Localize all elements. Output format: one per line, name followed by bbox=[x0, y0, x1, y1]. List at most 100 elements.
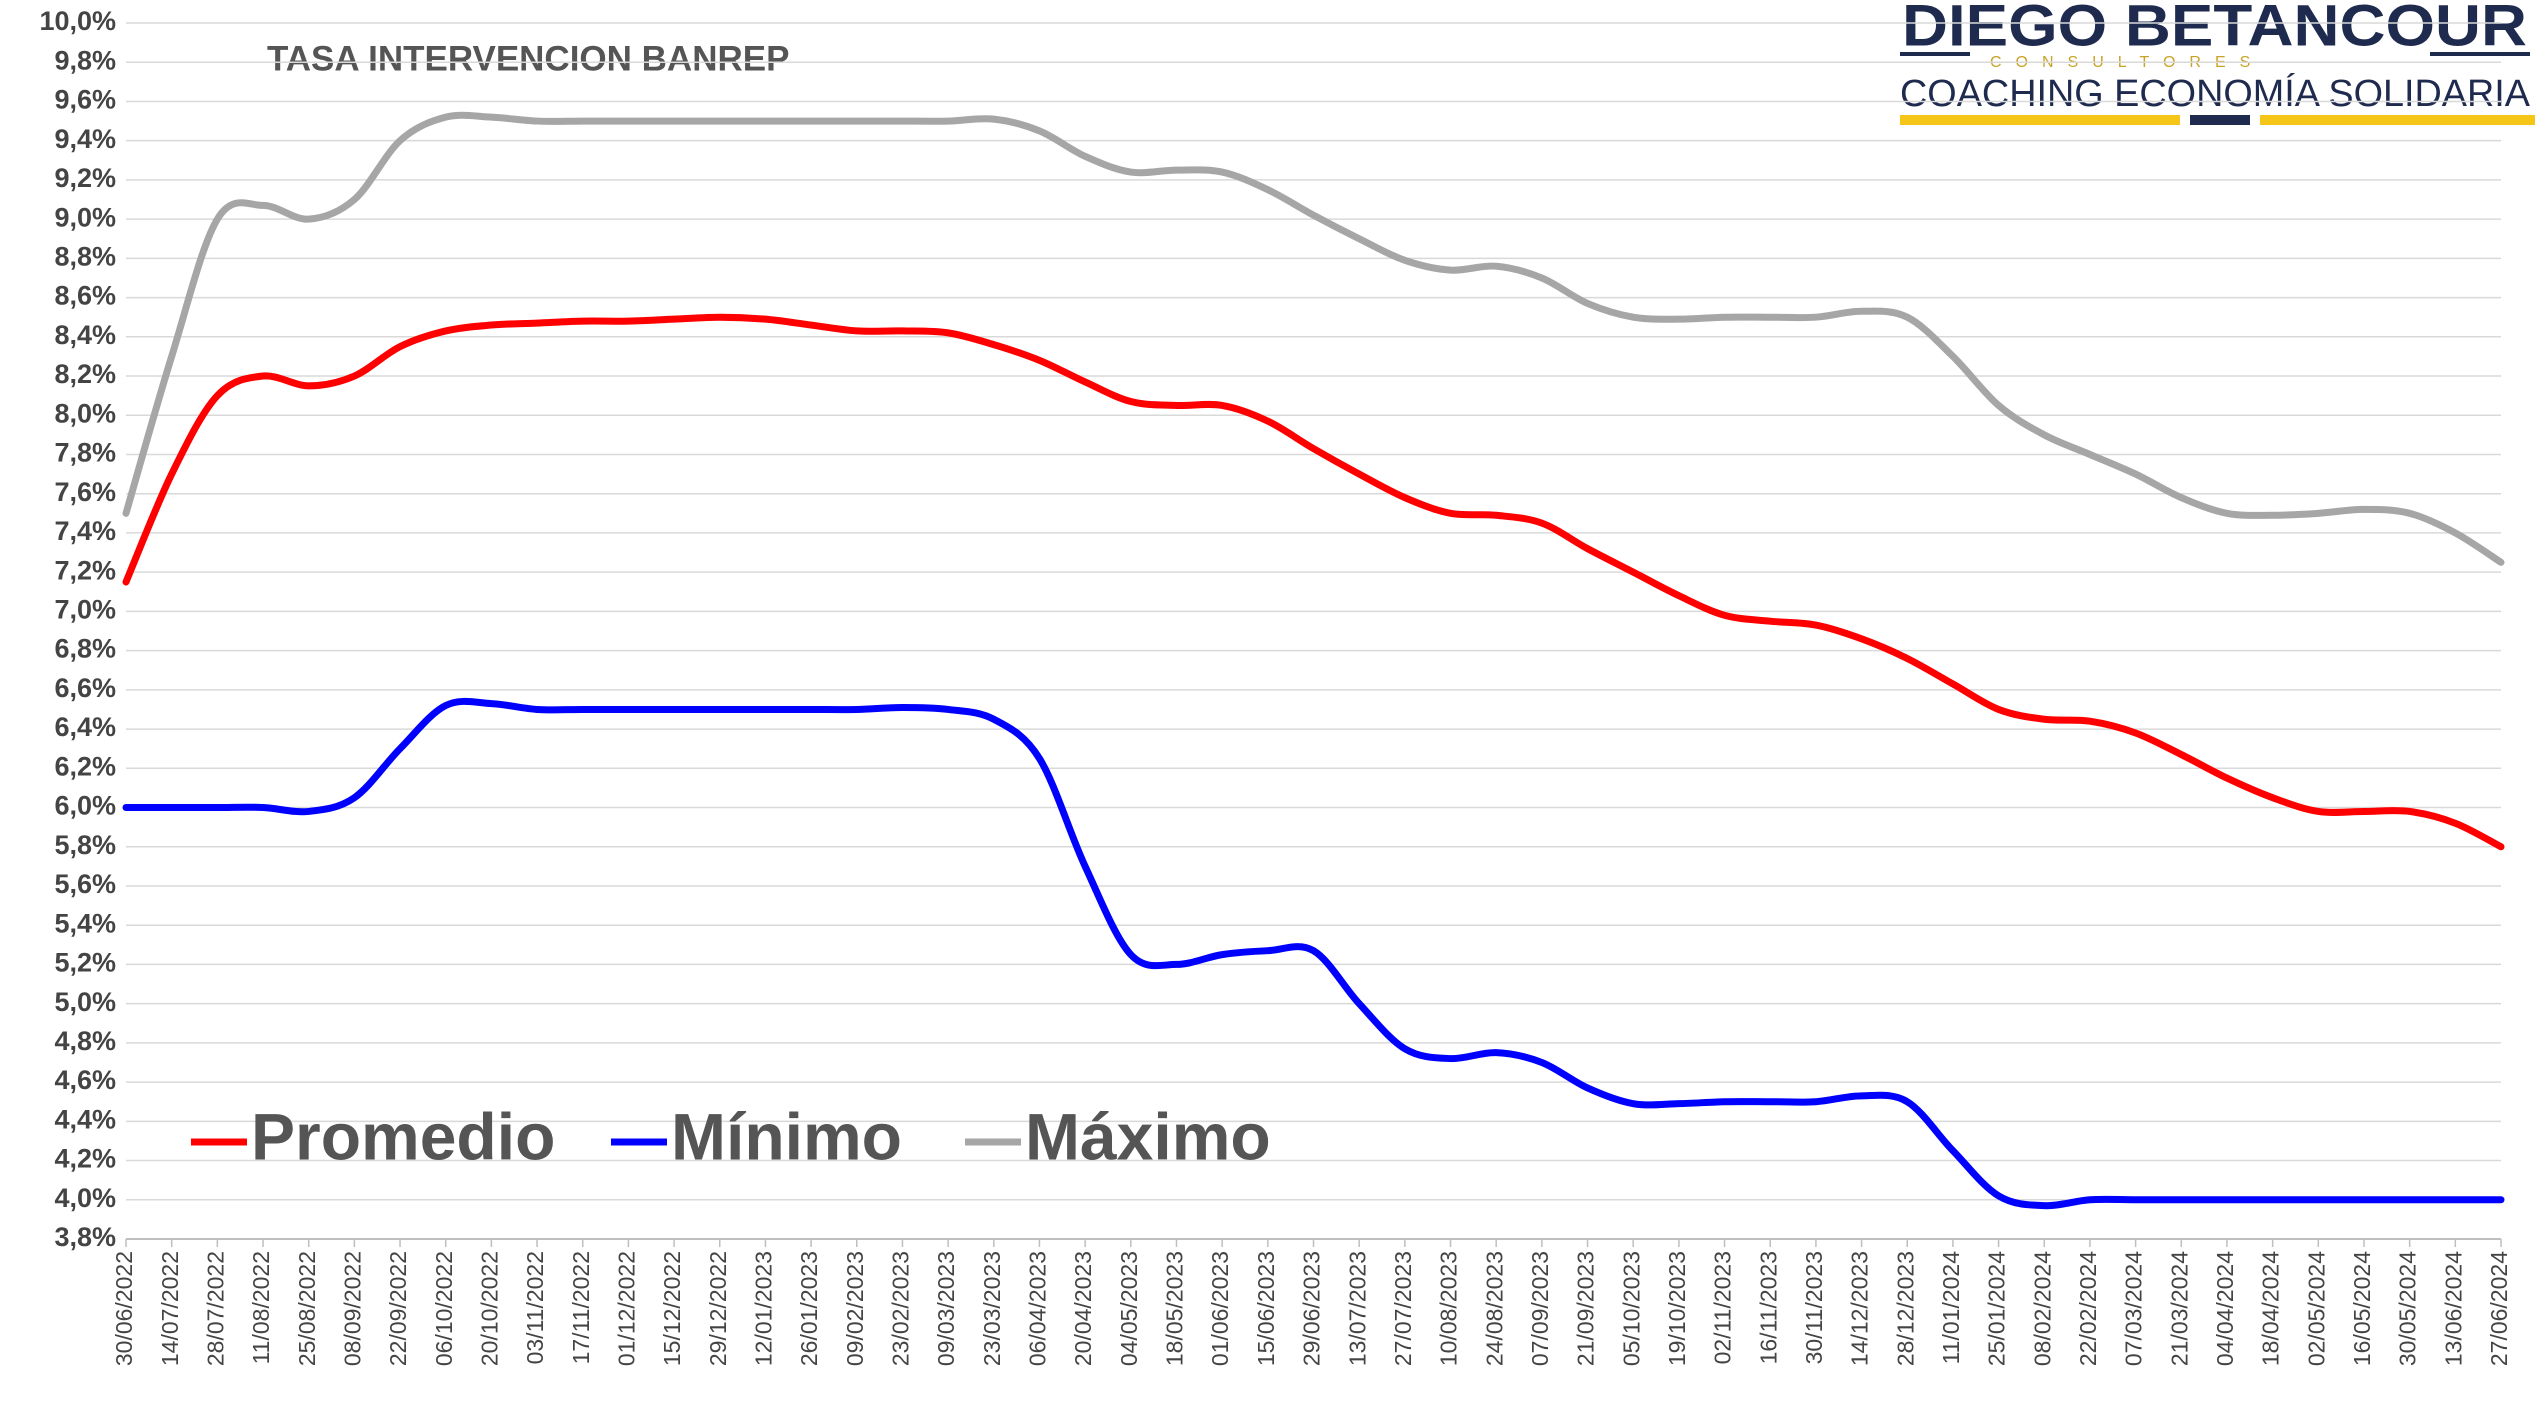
x-tick-label: 26/01/2023 bbox=[796, 1251, 822, 1366]
x-tick-label: 27/06/2024 bbox=[2486, 1251, 2512, 1366]
x-tick-label: 12/01/2023 bbox=[751, 1251, 777, 1366]
x-tick-label: 22/09/2022 bbox=[385, 1251, 411, 1366]
y-tick-label: 5,2% bbox=[54, 948, 116, 978]
logo-bar bbox=[2190, 115, 2250, 125]
y-tick-label: 4,8% bbox=[54, 1026, 116, 1056]
y-tick-label: 10,0% bbox=[39, 6, 116, 36]
y-tick-label: 7,0% bbox=[54, 595, 116, 625]
y-tick-label: 4,6% bbox=[54, 1065, 116, 1095]
y-tick-label: 6,2% bbox=[54, 751, 116, 781]
x-tick-label: 17/11/2022 bbox=[568, 1251, 594, 1364]
y-tick-label: 6,4% bbox=[54, 712, 116, 742]
x-tick-label: 30/11/2023 bbox=[1801, 1251, 1827, 1364]
x-tick-label: 28/07/2022 bbox=[202, 1251, 228, 1366]
x-tick-label: 01/12/2022 bbox=[613, 1251, 639, 1366]
x-tick-label: 18/05/2023 bbox=[1162, 1251, 1188, 1366]
x-tick-label: 18/04/2024 bbox=[2258, 1251, 2284, 1366]
y-tick-label: 3,8% bbox=[54, 1222, 116, 1252]
x-tick-label: 08/09/2022 bbox=[339, 1251, 365, 1366]
y-tick-label: 4,2% bbox=[54, 1144, 116, 1174]
x-tick-label: 11/08/2022 bbox=[248, 1251, 274, 1364]
x-tick-label: 29/12/2022 bbox=[705, 1251, 731, 1366]
chart-title: TASA INTERVENCION BANREP bbox=[267, 39, 789, 78]
x-tick-label: 30/05/2024 bbox=[2395, 1251, 2421, 1366]
y-tick-label: 7,8% bbox=[54, 438, 116, 468]
x-tick-label: 25/08/2022 bbox=[294, 1251, 320, 1366]
y-tick-label: 4,0% bbox=[54, 1183, 116, 1213]
logo-tagline: COACHING ECONOMÍA SOLIDARIA bbox=[1900, 72, 2531, 115]
x-tick-label: 03/11/2022 bbox=[522, 1251, 548, 1364]
logo: DIEGO BETANCOUR CONSULTORES COACHING ECO… bbox=[1900, 0, 2535, 125]
logo-bar bbox=[1900, 115, 2180, 125]
y-tick-label: 6,6% bbox=[54, 673, 116, 703]
logo-rule bbox=[1900, 52, 1970, 56]
y-tick-label: 8,8% bbox=[54, 241, 116, 271]
y-tick-label: 5,8% bbox=[54, 830, 116, 860]
x-tick-label: 21/03/2024 bbox=[2166, 1251, 2192, 1366]
x-tick-label: 16/11/2023 bbox=[1755, 1251, 1781, 1364]
x-tick-label: 15/12/2022 bbox=[659, 1251, 685, 1366]
logo-bar bbox=[2260, 115, 2535, 125]
y-tick-label: 9,8% bbox=[54, 45, 116, 75]
x-tick-label: 07/03/2024 bbox=[2121, 1251, 2147, 1366]
y-tick-label: 8,2% bbox=[54, 359, 116, 389]
y-tick-label: 5,0% bbox=[54, 987, 116, 1017]
x-tick-label: 08/02/2024 bbox=[2029, 1251, 2055, 1366]
x-tick-label: 06/10/2022 bbox=[431, 1251, 457, 1366]
x-tick-label: 14/07/2022 bbox=[157, 1251, 183, 1366]
x-tick-label: 13/06/2024 bbox=[2440, 1251, 2466, 1366]
x-tick-label: 25/01/2024 bbox=[1984, 1251, 2010, 1366]
x-tick-label: 20/04/2023 bbox=[1070, 1251, 1096, 1366]
y-tick-label: 7,4% bbox=[54, 516, 116, 546]
y-tick-label: 7,6% bbox=[54, 477, 116, 507]
x-tick-label: 09/02/2023 bbox=[842, 1251, 868, 1366]
x-tick-label: 02/05/2024 bbox=[2303, 1251, 2329, 1366]
y-tick-label: 7,2% bbox=[54, 555, 116, 585]
x-tick-label: 19/10/2023 bbox=[1664, 1251, 1690, 1366]
y-tick-label: 5,4% bbox=[54, 908, 116, 938]
y-tick-label: 8,0% bbox=[54, 398, 116, 428]
legend-label: Promedio bbox=[251, 1099, 555, 1173]
x-tick-label: 30/06/2022 bbox=[111, 1251, 137, 1366]
y-tick-label: 9,2% bbox=[54, 163, 116, 193]
x-tick-label: 22/02/2024 bbox=[2075, 1251, 2101, 1366]
y-tick-label: 6,8% bbox=[54, 634, 116, 664]
x-tick-label: 20/10/2022 bbox=[476, 1251, 502, 1366]
x-tick-label: 11/01/2024 bbox=[1938, 1251, 1964, 1365]
x-tick-label: 05/10/2023 bbox=[1618, 1251, 1644, 1366]
x-tick-label: 01/06/2023 bbox=[1207, 1251, 1233, 1366]
x-tick-label: 06/04/2023 bbox=[1025, 1251, 1051, 1366]
series-line bbox=[122, 111, 2505, 566]
x-tick-label: 23/03/2023 bbox=[979, 1251, 1005, 1366]
logo-name: DIEGO BETANCOUR bbox=[1902, 0, 2527, 58]
y-tick-label: 9,4% bbox=[54, 124, 116, 154]
x-tick-label: 23/02/2023 bbox=[888, 1251, 914, 1366]
y-tick-label: 5,6% bbox=[54, 869, 116, 899]
y-tick-label: 6,0% bbox=[54, 791, 116, 821]
x-tick-label: 07/09/2023 bbox=[1527, 1251, 1553, 1366]
y-tick-label: 4,4% bbox=[54, 1104, 116, 1134]
y-tick-label: 9,0% bbox=[54, 202, 116, 232]
grid bbox=[126, 22, 2501, 1240]
x-tick-label: 10/08/2023 bbox=[1436, 1251, 1462, 1366]
series-line bbox=[122, 313, 2505, 851]
x-tick-label: 14/12/2023 bbox=[1847, 1251, 1873, 1366]
legend-label: Mínimo bbox=[671, 1099, 902, 1173]
x-tick-label: 16/05/2024 bbox=[2349, 1251, 2375, 1366]
x-tick-label: 29/06/2023 bbox=[1299, 1251, 1325, 1366]
legend-label: Máximo bbox=[1025, 1099, 1271, 1173]
y-tick-label: 9,6% bbox=[54, 85, 116, 115]
x-tick-label: 27/07/2023 bbox=[1390, 1251, 1416, 1366]
x-tick-label: 13/07/2023 bbox=[1344, 1251, 1370, 1366]
x-tick-label: 15/06/2023 bbox=[1253, 1251, 1279, 1366]
x-tick-label: 28/12/2023 bbox=[1892, 1251, 1918, 1366]
x-tick-label: 04/05/2023 bbox=[1116, 1251, 1142, 1366]
series-line bbox=[122, 697, 2505, 1210]
logo-rule bbox=[2430, 52, 2530, 56]
x-tick-label: 09/03/2023 bbox=[933, 1251, 959, 1366]
x-tick-label: 04/04/2024 bbox=[2212, 1251, 2238, 1366]
x-tick-label: 24/08/2023 bbox=[1481, 1251, 1507, 1366]
x-tick-label: 21/09/2023 bbox=[1573, 1251, 1599, 1366]
